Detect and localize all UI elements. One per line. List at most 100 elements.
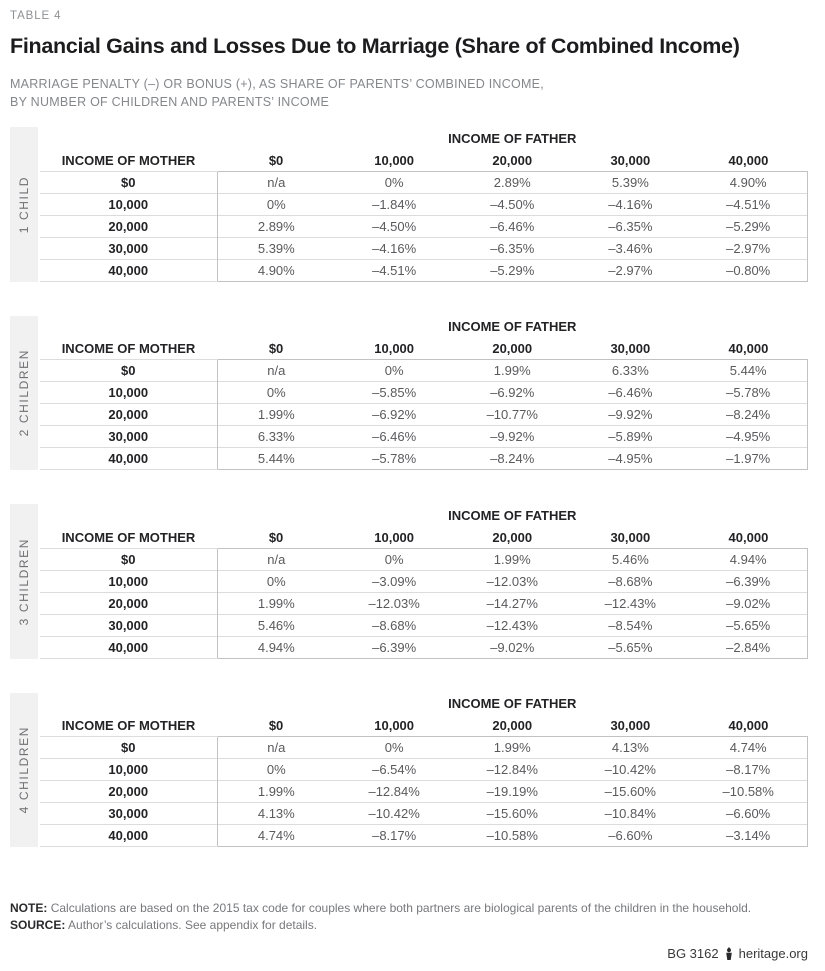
table-row: $0 n/a 0% 2.89% 5.39% 4.90% <box>40 170 809 194</box>
income-father-col-header: $0 <box>268 718 284 733</box>
note-line: NOTE: Calculations are based on the 2015… <box>10 900 808 917</box>
income-father-col-header: 20,000 <box>492 152 533 168</box>
penalty-value-cell: 4.90% <box>689 170 809 194</box>
penalty-value-cell: –6.60% <box>689 802 809 825</box>
income-father-col-header: $0 <box>268 341 284 356</box>
penalty-value-cell: –15.60% <box>571 780 690 803</box>
spacer-cell <box>40 316 217 338</box>
penalty-value-cell: –5.85% <box>335 381 454 404</box>
penalty-value-cell: –9.02% <box>453 635 572 659</box>
mother-income-row-label: 10,000 <box>40 569 217 593</box>
penalty-value-cell: –12.84% <box>453 758 572 781</box>
penalty-value-cell: –2.84% <box>689 635 809 659</box>
penalty-value-cell: 2.89% <box>453 170 572 194</box>
income-father-col-header: 10,000 <box>374 341 415 356</box>
penalty-value-cell: –8.24% <box>453 447 572 471</box>
penalty-value-cell: –3.46% <box>571 236 690 260</box>
mother-income-row-label: 40,000 <box>40 824 217 848</box>
income-father-col-header: 30,000 <box>610 152 651 168</box>
penalty-value-cell: –4.16% <box>571 192 690 216</box>
source-line: SOURCE: Author’s calculations. See appen… <box>10 917 808 934</box>
mother-income-row-label: 20,000 <box>40 780 217 803</box>
page-title: Financial Gains and Losses Due to Marria… <box>10 34 740 58</box>
penalty-value-cell: –3.09% <box>335 569 454 593</box>
mother-income-row-label: 30,000 <box>40 613 217 637</box>
penalty-value-cell: 4.94% <box>216 635 336 659</box>
penalty-value-cell: –9.02% <box>689 591 809 615</box>
income-father-col-header: 10,000 <box>374 718 415 733</box>
income-father-col-header: 30,000 <box>610 341 651 356</box>
penalty-value-cell: n/a <box>216 359 336 382</box>
penalty-value-cell: –12.03% <box>335 591 454 615</box>
penalty-value-cell: –6.92% <box>453 381 572 404</box>
table-row: 30,000 5.46% –8.68% –12.43% –8.54% –5.65% <box>40 613 809 637</box>
penalty-value-cell: 6.33% <box>571 359 690 382</box>
income-of-father-header: INCOME OF FATHER <box>448 319 577 335</box>
penalty-value-cell: 4.74% <box>689 736 809 759</box>
penalty-value-cell: 0% <box>335 736 454 759</box>
father-header-row: INCOME OF FATHER <box>40 316 808 338</box>
note-label: NOTE: <box>10 901 48 916</box>
mother-income-row-label: $0 <box>40 359 217 382</box>
penalty-value-cell: 0% <box>216 381 336 404</box>
source-label: SOURCE: <box>10 918 66 933</box>
penalty-value-cell: 0% <box>335 359 454 382</box>
penalty-value-cell: –6.39% <box>689 569 809 593</box>
income-table-block: 2 CHILDREN INCOME OF FATHER INCOME OF MO… <box>10 315 809 471</box>
children-count-label: 2 CHILDREN <box>17 349 31 437</box>
spacer-cell <box>40 127 217 149</box>
penalty-value-cell: 1.99% <box>216 780 336 803</box>
income-father-col-header: $0 <box>268 152 284 168</box>
children-count-band: 4 CHILDREN <box>10 692 38 848</box>
table-row: 30,000 6.33% –6.46% –9.92% –5.89% –4.95% <box>40 425 809 448</box>
penalty-value-cell: –9.92% <box>453 425 572 448</box>
penalty-value-cell: 4.13% <box>571 736 690 759</box>
penalty-value-cell: 5.39% <box>216 236 336 260</box>
income-father-col-header: 10,000 <box>374 529 415 545</box>
mother-income-row-label: 10,000 <box>40 381 217 404</box>
children-count-label: 3 CHILDREN <box>17 537 31 626</box>
penalty-value-cell: 1.99% <box>453 736 572 759</box>
column-header-row: INCOME OF MOTHER $0 10,000 20,000 30,000 40,… <box>40 715 808 737</box>
penalty-value-cell: –6.92% <box>335 403 454 426</box>
penalty-value-cell: 4.74% <box>216 824 336 848</box>
marriage-penalty-table: INCOME OF FATHER INCOME OF MOTHER $0 10,0… <box>40 127 809 282</box>
penalty-value-cell: –4.50% <box>335 214 454 238</box>
table-row: 10,000 0% –3.09% –12.03% –8.68% –6.39% <box>40 569 809 593</box>
penalty-value-cell: 5.44% <box>216 447 336 471</box>
penalty-value-cell: –6.46% <box>571 381 690 404</box>
penalty-value-cell: n/a <box>216 170 336 194</box>
table-row: 40,000 4.74% –8.17% –10.58% –6.60% –3.14% <box>40 824 809 848</box>
penalty-value-cell: 4.90% <box>216 258 336 282</box>
penalty-value-cell: –9.92% <box>571 403 690 426</box>
subtitle-line-1: MARRIAGE PENALTY (–) OR BONUS (+), AS SH… <box>10 77 544 91</box>
penalty-value-cell: 1.99% <box>453 359 572 382</box>
penalty-value-cell: –1.97% <box>689 447 809 471</box>
column-header-row: INCOME OF MOTHER $0 10,000 20,000 30,000 40,… <box>40 149 808 171</box>
table-row: $0 n/a 0% 1.99% 4.13% 4.74% <box>40 736 809 759</box>
penalty-value-cell: –6.46% <box>453 214 572 238</box>
mother-income-row-label: 10,000 <box>40 758 217 781</box>
mother-income-row-label: 40,000 <box>40 447 217 471</box>
income-of-mother-header: INCOME OF MOTHER <box>61 718 196 733</box>
penalty-value-cell: –1.84% <box>335 192 454 216</box>
penalty-value-cell: –4.95% <box>689 425 809 448</box>
income-of-mother-header: INCOME OF MOTHER <box>61 529 196 545</box>
penalty-value-cell: –10.58% <box>453 824 572 848</box>
penalty-value-cell: –8.54% <box>571 613 690 637</box>
penalty-value-cell: 0% <box>335 547 454 571</box>
penalty-value-cell: –19.19% <box>453 780 572 803</box>
income-of-father-header: INCOME OF FATHER <box>448 507 577 523</box>
penalty-value-cell: –0.80% <box>689 258 809 282</box>
penalty-value-cell: 0% <box>216 758 336 781</box>
column-header-row: INCOME OF MOTHER $0 10,000 20,000 30,000 40,… <box>40 526 808 548</box>
penalty-value-cell: 2.89% <box>216 214 336 238</box>
mother-income-row-label: $0 <box>40 170 217 194</box>
penalty-value-cell: 0% <box>216 569 336 593</box>
publication-credit: BG 3162 heritage.org <box>10 946 808 961</box>
penalty-value-cell: –4.51% <box>335 258 454 282</box>
mother-income-row-label: 40,000 <box>40 258 217 282</box>
income-father-col-header: 40,000 <box>728 341 769 356</box>
note-text: Calculations are based on the 2015 tax c… <box>50 901 752 916</box>
